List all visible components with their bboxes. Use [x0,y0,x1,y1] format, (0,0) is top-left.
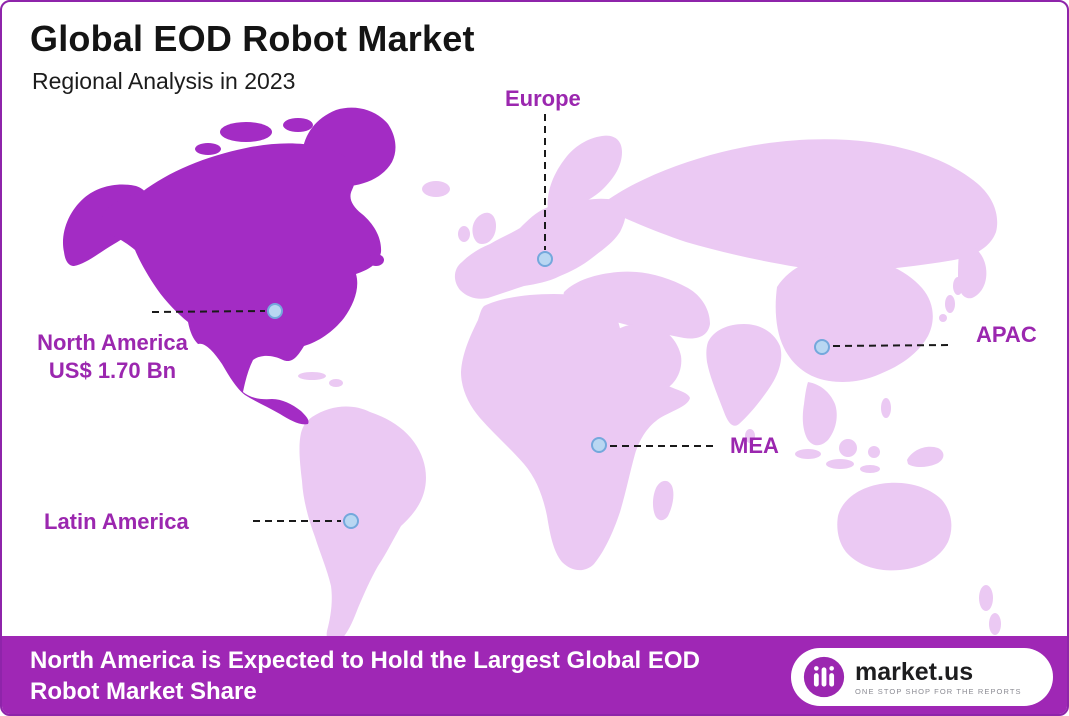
marketus-logo-text: market.us ONE STOP SHOP FOR THE REPORTS [855,659,1022,696]
japan-kyushu [939,314,947,322]
japan-hokkaido [953,277,963,295]
apac-label: APAC [976,322,1037,347]
arabia [612,324,682,392]
java [826,459,854,469]
footer-banner: North America is Expected to Hold the La… [2,636,1067,714]
apac-marker [814,339,830,355]
north-america-marker [267,303,283,319]
europe-marker [537,251,553,267]
newfoundland [368,254,384,266]
new-zealand-north [979,585,993,611]
arctic-island-2 [283,118,313,132]
sumatra [795,449,821,459]
united-kingdom [472,212,496,244]
india [706,324,782,426]
anatolia-iran [563,271,710,339]
north-america-label-value: US$ 1.70 Bn [48,358,177,383]
north-america-leader-line [151,310,266,313]
madagascar [652,480,674,521]
page-title: Global EOD Robot Market [30,18,475,59]
page-subtitle: Regional Analysis in 2023 [32,68,296,94]
australia [837,482,952,571]
north-america-region [62,107,396,425]
japan-honshu [945,295,955,313]
arctic-island-1 [220,122,272,142]
ireland [458,226,470,242]
arctic-island-3 [195,143,221,155]
kamchatka [958,242,987,299]
north-america-label: North America US$ 1.70 Bn [10,329,215,385]
latin-america-label: Latin America [44,509,189,534]
footer-text: North America is Expected to Hold the La… [30,645,700,707]
mea-label: MEA [730,433,779,458]
marketus-logo: market.us ONE STOP SHOP FOR THE REPORTS [791,648,1053,706]
leader-lines [151,114,950,522]
sri-lanka [745,429,755,443]
markers [267,251,830,529]
borneo [839,439,857,457]
china-east-asia [775,255,933,382]
north-america-label-name: North America [37,330,188,355]
mea-marker [591,437,607,453]
world-map [62,107,1001,643]
footer-text-line2: Robot Market Share [30,678,257,705]
europe [454,198,626,299]
sulawesi [868,446,880,458]
russia-siberia [602,139,998,271]
footer-text-line1: North America is Expected to Hold the La… [30,647,700,674]
marketus-logo-icon [803,656,845,698]
marketus-brand: market.us [855,657,974,686]
marketus-tagline: ONE STOP SHOP FOR THE REPORTS [855,686,1022,696]
southeast-asia [802,382,837,446]
continents-base [298,135,1001,643]
apac-leader-line [832,344,950,347]
iceland [422,181,450,197]
hispaniola [329,379,343,387]
arctic-island-4 [322,133,342,143]
new-zealand-south [989,613,1001,635]
cuba [298,372,326,380]
south-america [299,406,426,643]
africa [461,294,690,571]
latin-america-marker [343,513,359,529]
scandinavia [547,135,622,213]
europe-label: Europe [505,86,581,111]
new-guinea [907,446,944,467]
lesser-sunda [860,465,880,473]
north-america-mainland [101,143,382,425]
philippines [881,398,891,418]
